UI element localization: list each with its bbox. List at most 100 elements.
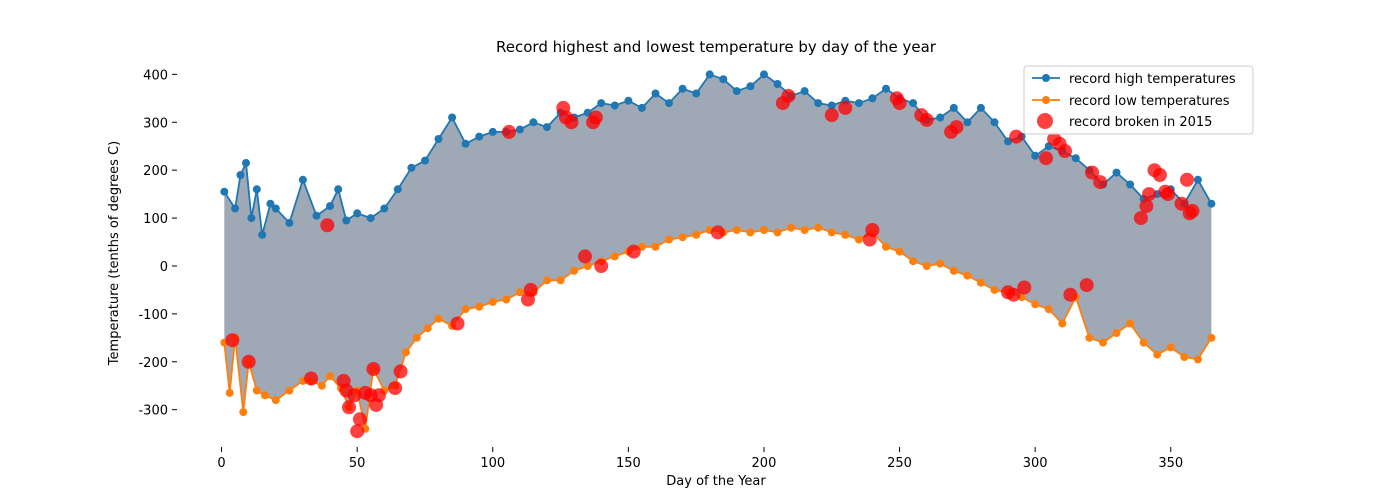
record-low-point bbox=[317, 381, 326, 390]
x-axis-label: Day of the Year bbox=[666, 474, 766, 489]
record-low-point bbox=[909, 257, 918, 266]
record-high-point bbox=[298, 175, 307, 184]
y-tick-label: -100 bbox=[138, 308, 168, 323]
x-tick-label: 0 bbox=[217, 456, 225, 471]
record-broken-point bbox=[523, 282, 538, 297]
record-low-point bbox=[1126, 319, 1135, 328]
record-low-point bbox=[434, 314, 443, 323]
x-tick-label: 250 bbox=[887, 456, 912, 471]
record-high-point bbox=[543, 123, 551, 132]
record-broken-point bbox=[371, 388, 386, 403]
record-low-point bbox=[1085, 333, 1094, 342]
record-broken-point bbox=[1142, 187, 1157, 202]
x-tick-label: 150 bbox=[616, 456, 641, 471]
record-high-point bbox=[976, 103, 985, 112]
record-low-point bbox=[692, 230, 701, 239]
legend-broken-swatch-marker bbox=[1037, 113, 1053, 129]
record-low-point bbox=[610, 252, 619, 261]
record-high-point bbox=[258, 230, 267, 239]
record-broken-point bbox=[1152, 168, 1167, 182]
record-broken-point bbox=[564, 115, 579, 130]
record-broken-point bbox=[352, 412, 367, 427]
record-low-point bbox=[461, 305, 470, 314]
record-broken-point bbox=[1039, 151, 1053, 166]
record-high-point bbox=[1207, 199, 1216, 208]
record-high-point bbox=[732, 87, 741, 96]
legend-box bbox=[1023, 65, 1254, 135]
record-broken-point bbox=[781, 88, 796, 103]
record-low-point bbox=[949, 266, 958, 275]
record-low-point bbox=[1058, 319, 1067, 328]
record-high-point bbox=[746, 82, 755, 91]
record-broken-point bbox=[1093, 175, 1108, 190]
record-low-point bbox=[1166, 343, 1175, 352]
record-low-point bbox=[841, 230, 850, 239]
record-high-point bbox=[949, 103, 958, 112]
record-high-point bbox=[312, 211, 321, 220]
record-high-point bbox=[597, 99, 606, 108]
record-low-point bbox=[583, 262, 592, 270]
record-high-point bbox=[800, 87, 809, 96]
record-high-point bbox=[963, 118, 972, 127]
chart-title: Record highest and lowest temperature by… bbox=[496, 38, 937, 56]
record-high-point bbox=[231, 204, 240, 213]
record-broken-point bbox=[347, 388, 362, 403]
record-broken-point bbox=[949, 120, 964, 135]
record-high-point bbox=[434, 135, 443, 143]
record-broken-point bbox=[450, 316, 465, 331]
record-high-point bbox=[421, 156, 429, 165]
x-tick-label: 50 bbox=[349, 456, 366, 471]
record-high-point bbox=[285, 218, 294, 227]
record-broken-point bbox=[366, 362, 381, 376]
record-high-point bbox=[882, 84, 890, 93]
record-high-point bbox=[334, 185, 343, 194]
record-broken-point bbox=[1009, 129, 1024, 144]
record-low-point bbox=[1112, 329, 1121, 337]
record-high-point bbox=[610, 101, 619, 110]
record-low-point bbox=[475, 302, 484, 311]
y-tick-label: -200 bbox=[138, 356, 168, 371]
record-broken-point bbox=[1185, 203, 1200, 218]
legend: record high temperatures record low temp… bbox=[1023, 65, 1254, 135]
record-high-point bbox=[475, 132, 484, 141]
record-broken-point bbox=[1063, 287, 1078, 302]
record-low-point bbox=[271, 396, 280, 405]
record-low-point bbox=[895, 247, 904, 256]
record-high-point bbox=[1193, 175, 1202, 184]
record-low-point bbox=[570, 266, 579, 275]
record-broken-point bbox=[320, 218, 335, 233]
record-broken-point bbox=[350, 424, 365, 439]
record-broken-point bbox=[225, 333, 240, 348]
record-high-point bbox=[854, 99, 863, 108]
record-low-point bbox=[285, 386, 294, 395]
record-low-point bbox=[936, 259, 945, 268]
record-high-point bbox=[868, 94, 877, 103]
record-broken-point bbox=[588, 110, 603, 125]
record-low-point bbox=[665, 235, 673, 244]
record-low-point bbox=[1099, 338, 1107, 347]
record-broken-point bbox=[1085, 165, 1100, 180]
record-broken-point bbox=[304, 371, 319, 386]
record-low-point bbox=[773, 228, 782, 237]
record-low-point bbox=[225, 388, 234, 397]
record-broken-markers bbox=[225, 88, 1200, 439]
record-high-point bbox=[1071, 154, 1080, 163]
record-broken-point bbox=[865, 223, 880, 237]
record-broken-point bbox=[342, 400, 356, 415]
record-broken-point bbox=[1058, 144, 1072, 158]
record-high-point bbox=[488, 127, 497, 136]
legend-high-label: record high temperatures bbox=[1069, 72, 1236, 87]
x-axis: 0 50 100 150 200 250 300 350 bbox=[217, 447, 1183, 471]
record-broken-point bbox=[1180, 172, 1194, 187]
record-broken-point bbox=[626, 244, 641, 259]
record-high-point bbox=[665, 99, 673, 108]
record-broken-point bbox=[1174, 196, 1189, 211]
record-broken-point bbox=[1079, 278, 1094, 293]
record-high-point bbox=[529, 118, 538, 127]
record-broken-point bbox=[710, 225, 725, 240]
legend-high-swatch-marker bbox=[1042, 74, 1050, 82]
record-high-point bbox=[242, 159, 250, 167]
record-low-point bbox=[922, 262, 931, 270]
y-tick-label: 400 bbox=[143, 68, 168, 83]
record-low-point bbox=[990, 285, 999, 294]
